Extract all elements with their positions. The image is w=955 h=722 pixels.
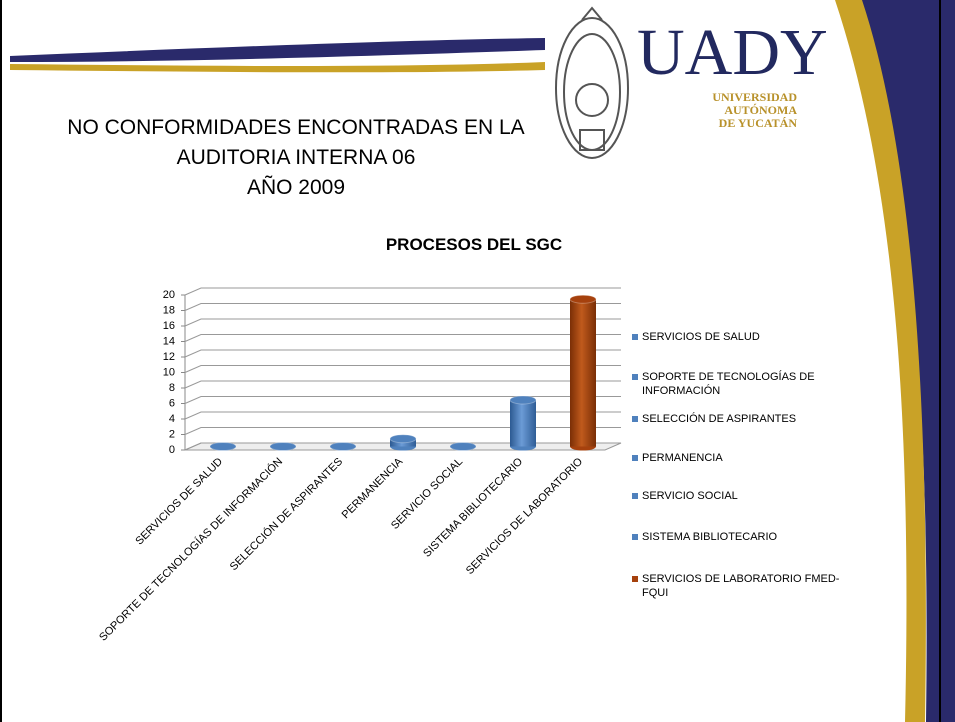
legend-swatch: [632, 493, 638, 499]
top-band: [10, 38, 545, 62]
legend-swatch: [632, 374, 638, 380]
bar-top: [449, 442, 477, 451]
legend-label: SISTEMA BIBLIOTECARIO: [642, 531, 778, 543]
chart-title: PROCESOS DEL SGC: [386, 235, 562, 254]
legend-item: SISTEMA BIBLIOTECARIO: [632, 530, 842, 544]
slide-title: AUDITORIA INTERNA 06: [177, 146, 416, 169]
legend-label: SOPORTE DE TECNOLOGÍAS DE INFORMACIÓN: [642, 371, 815, 397]
y-tick-label: 10: [163, 366, 175, 378]
bar-top: [509, 395, 537, 405]
grid-line: [184, 287, 621, 296]
legend-swatch: [632, 334, 638, 340]
legend-item: SERVICIO SOCIAL: [632, 489, 842, 503]
x-tick-label: PERMANENCIA: [340, 455, 406, 521]
logo-line: DE YUCATÁN: [719, 116, 798, 130]
legend-swatch: [632, 416, 638, 422]
legend-label: PERMANENCIA: [642, 452, 723, 464]
y-tick-label: 12: [163, 351, 175, 363]
legend-item: SOPORTE DE TECNOLOGÍAS DE INFORMACIÓN: [632, 370, 842, 398]
legend-swatch: [632, 534, 638, 540]
bar-top: [269, 442, 297, 451]
bar-top: [569, 294, 597, 304]
legend-label: SERVICIOS DE LABORATORIO FMED-FQUI: [642, 573, 840, 599]
legend-swatch: [632, 576, 638, 582]
bar-top: [209, 442, 237, 451]
grid-line: [184, 365, 621, 373]
logo-line: UNIVERSIDAD: [712, 90, 797, 104]
grid-line: [184, 318, 621, 327]
grid-line: [184, 349, 621, 358]
y-tick-label: 0: [169, 444, 175, 456]
grid-line: [184, 442, 621, 451]
y-tick-label: 20: [163, 289, 175, 301]
y-tick-label: 4: [169, 413, 175, 425]
seal: [555, 6, 629, 159]
x-tick-label: SERVICIOS DE LABORATORIO: [464, 455, 586, 577]
bar-top: [389, 434, 417, 444]
logo-acronym: UADY: [637, 16, 828, 89]
legend-label: SERVICIO SOCIAL: [642, 490, 738, 502]
y-tick-label: 8: [169, 382, 175, 394]
legend-item: SERVICIOS DE SALUD: [632, 330, 842, 344]
bar: [510, 400, 536, 447]
grid-line: [184, 411, 621, 420]
y-tick-label: 18: [163, 304, 175, 316]
logo-line: AUTÓNOMA: [724, 103, 797, 117]
grid-line: [184, 380, 621, 389]
grid-line: [184, 334, 621, 342]
side-band-gold: [835, 0, 926, 722]
legend-label: SELECCIÓN DE ASPIRANTES: [642, 413, 797, 425]
y-tick-label: 6: [169, 397, 175, 409]
grid-line: [184, 303, 621, 311]
grid-line: [184, 427, 621, 435]
legend-label: SERVICIOS DE SALUD: [642, 331, 760, 343]
slide-title: AÑO 2009: [247, 175, 345, 199]
legend-item: PERMANENCIA: [632, 451, 842, 465]
slide-title: NO CONFORMIDADES ENCONTRADAS EN LA: [67, 116, 524, 139]
y-tick-label: 2: [169, 428, 175, 440]
y-tick-label: 16: [163, 320, 175, 332]
x-tick-label: SELECCIÓN DE ASPIRANTES: [227, 455, 345, 573]
top-band-gold: [10, 62, 545, 73]
legend-swatch: [632, 455, 638, 461]
legend-item: SELECCIÓN DE ASPIRANTES: [632, 412, 842, 426]
grid-line: [184, 396, 621, 404]
bar-top: [329, 442, 357, 451]
y-tick-label: 14: [163, 335, 175, 347]
side-band: [845, 0, 955, 722]
x-tick-label: SISTEMA BIBLIOTECARIO: [421, 455, 525, 559]
legend-item: SERVICIOS DE LABORATORIO FMED-FQUI: [632, 572, 842, 600]
bar: [570, 299, 596, 447]
